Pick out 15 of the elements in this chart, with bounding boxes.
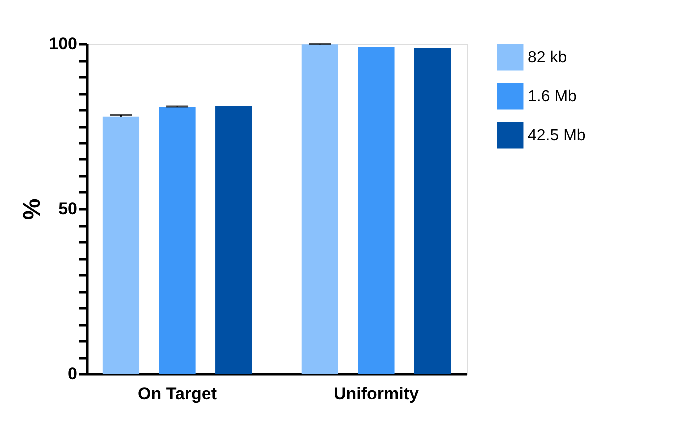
bar [159, 107, 196, 374]
x-tick-label: On Target [138, 384, 218, 404]
y-tick-label: 0 [68, 364, 78, 384]
bar [414, 48, 452, 374]
legend-label: 1.6 Mb [528, 88, 578, 106]
legend-label: 42.5 Mb [528, 128, 586, 144]
y-tick-label: 50 [58, 200, 78, 218]
y-axis-title: % [19, 198, 46, 220]
x-tick-label: Uniformity [334, 384, 420, 404]
y-tick-label: 100 [49, 34, 78, 54]
bar [216, 106, 252, 374]
bar [302, 44, 338, 374]
bar [358, 46, 395, 374]
bar [102, 116, 140, 374]
legend-label: 82 kb [528, 50, 568, 66]
